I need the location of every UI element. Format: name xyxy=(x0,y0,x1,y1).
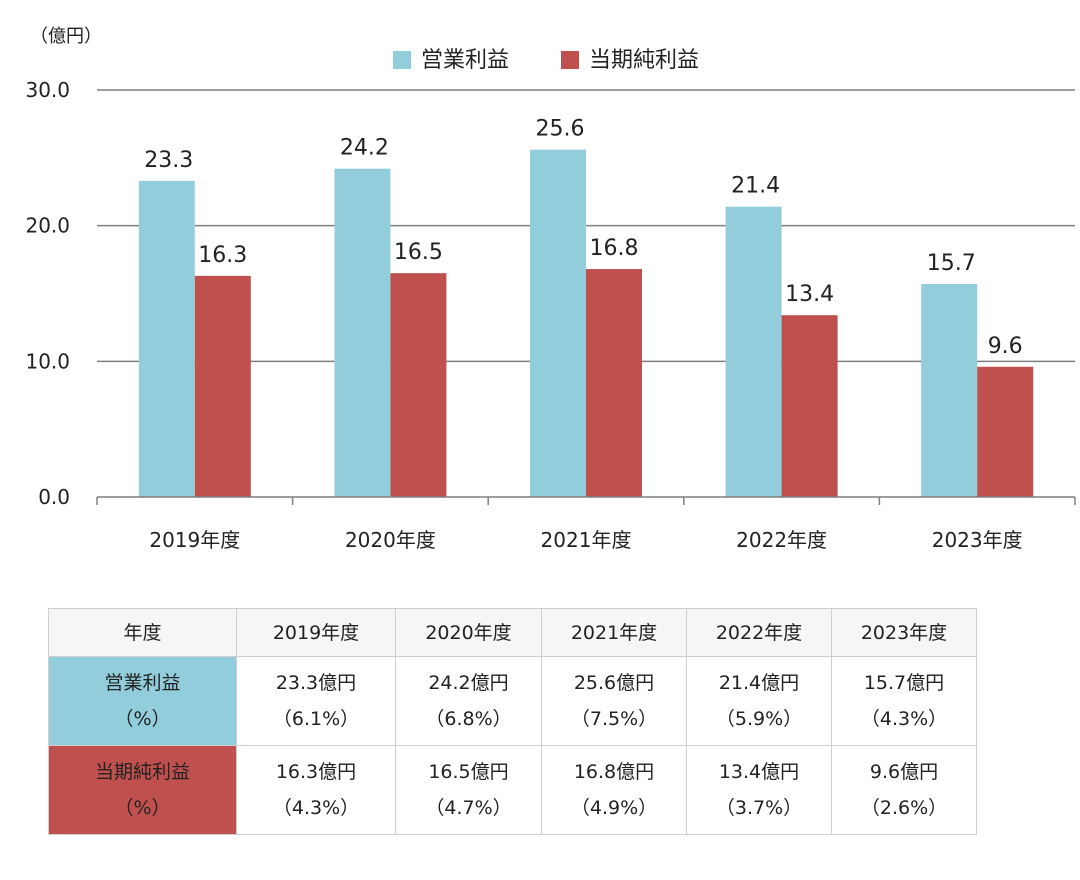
x-tick-label: 2023年度 xyxy=(932,528,1023,552)
bar xyxy=(586,269,642,497)
chart-legend: 営業利益 当期純利益 xyxy=(393,48,699,73)
x-tick-label: 2019年度 xyxy=(149,528,240,552)
table-row-net-profit: 当期純利益 （%） 16.3億円 （4.3%） 16.5億円 （4.7%） 16.8… xyxy=(48,745,977,835)
cell-percent: （5.9%） xyxy=(715,708,803,730)
table-header-row: 年度 2019年度 2020年度 2021年度 2022年度 2023年度 xyxy=(48,608,977,657)
bar xyxy=(781,315,838,497)
data-label: 16.3 xyxy=(198,243,247,268)
data-label: 16.5 xyxy=(394,240,443,265)
row-header-operating-profit: 営業利益 （%） xyxy=(48,656,237,746)
table-header-year: 年度 xyxy=(48,608,237,657)
cell-percent: （4.9%） xyxy=(570,797,658,819)
legend-label: 営業利益 xyxy=(421,48,509,73)
table-cell: 16.5億円 （4.7%） xyxy=(395,745,542,835)
table-cell: 25.6億円 （7.5%） xyxy=(541,656,687,746)
bars xyxy=(138,149,1034,498)
bar xyxy=(390,273,447,497)
cell-amount: 16.8億円 xyxy=(573,761,655,783)
data-label: 15.7 xyxy=(927,251,976,276)
table-cell: 9.6億円 （2.6%） xyxy=(831,745,977,835)
y-axis-ticks: 0.0 10.0 20.0 30.0 xyxy=(25,78,70,509)
bar xyxy=(921,284,978,497)
cell-percent: （4.3%） xyxy=(272,797,360,819)
cell-percent: （4.3%） xyxy=(860,708,948,730)
table-cell: 24.2億円 （6.8%） xyxy=(395,656,542,746)
cell-amount: 21.4億円 xyxy=(718,672,800,694)
table-header-cell: 2019年度 xyxy=(236,608,396,657)
table-cell: 21.4億円 （5.9%） xyxy=(686,656,832,746)
legend-swatch xyxy=(393,51,411,69)
x-tick-label: 2020年度 xyxy=(345,528,436,552)
table-row-operating-profit: 営業利益 （%） 23.3億円 （6.1%） 24.2億円 （6.8%） 25.6億… xyxy=(48,656,977,746)
table-cell: 15.7億円 （4.3%） xyxy=(831,656,977,746)
profit-table: 年度 2019年度 2020年度 2021年度 2022年度 2023年度 営業… xyxy=(48,608,977,835)
bar xyxy=(530,149,586,497)
cell-amount: 13.4億円 xyxy=(718,761,800,783)
x-axis: 2019年度 2020年度 2021年度 2022年度 2023年度 xyxy=(96,496,1076,552)
data-label: 16.8 xyxy=(590,236,639,261)
cell-amount: 9.6億円 xyxy=(869,761,939,783)
cell-amount: 15.7億円 xyxy=(863,672,945,694)
bar xyxy=(138,180,195,497)
cell-percent: （3.7%） xyxy=(715,797,803,819)
cell-percent: （4.7%） xyxy=(425,797,512,819)
cell-amount: 24.2億円 xyxy=(428,672,509,694)
y-tick-label: 30.0 xyxy=(25,78,70,102)
y-tick-label: 20.0 xyxy=(25,214,70,238)
x-tick-label: 2022年度 xyxy=(736,528,827,552)
cell-percent: （6.8%） xyxy=(425,708,512,730)
table-cell: 23.3億円 （6.1%） xyxy=(236,656,396,746)
bar-chart: （億円） 営業利益 当期純利益 0.010.020.030.0 23.3 24.22… xyxy=(25,26,1076,552)
cell-percent: （2.6%） xyxy=(860,797,948,819)
bar xyxy=(334,168,391,498)
data-label: 23.3 xyxy=(144,148,193,173)
table-header-cell: 2023年度 xyxy=(831,608,977,657)
row-sublabel: （%） xyxy=(114,708,171,730)
data-label: 21.4 xyxy=(731,174,780,199)
data-label: 24.2 xyxy=(340,136,389,161)
cell-amount: 16.5億円 xyxy=(428,761,509,783)
row-header-net-profit: 当期純利益 （%） xyxy=(48,745,237,835)
row-label: 営業利益 xyxy=(104,672,181,694)
y-tick-label: 0.0 xyxy=(38,485,70,509)
table-header-cell: 2021年度 xyxy=(541,608,687,657)
table-cell: 13.4億円 （3.7%） xyxy=(686,745,832,835)
legend-swatch xyxy=(561,51,579,69)
data-label: 13.4 xyxy=(785,282,834,307)
cell-percent: （7.5%） xyxy=(570,708,658,730)
cell-amount: 23.3億円 xyxy=(275,672,357,694)
x-tick-label: 2021年度 xyxy=(541,528,632,552)
table-cell: 16.3億円 （4.3%） xyxy=(236,745,396,835)
legend-label: 当期純利益 xyxy=(589,48,699,73)
cell-amount: 16.3億円 xyxy=(275,761,357,783)
data-label: 25.6 xyxy=(536,117,585,142)
table-header-cell: 2022年度 xyxy=(686,608,832,657)
y-axis-unit-label: （億円） xyxy=(30,26,102,47)
table-header-cell: 2020年度 xyxy=(395,608,542,657)
bar xyxy=(977,366,1034,497)
cell-percent: （6.1%） xyxy=(272,708,360,730)
table-cell: 16.8億円 （4.9%） xyxy=(541,745,687,835)
data-labels: 23.3 24.2 25.6 21.4 15.7 16.3 16.5 16.8 13.4 9.6 xyxy=(144,117,1022,359)
data-label: 9.6 xyxy=(988,334,1023,359)
bar xyxy=(194,275,251,497)
cell-amount: 25.6億円 xyxy=(573,672,655,694)
row-label: 当期純利益 xyxy=(94,761,190,783)
bar xyxy=(725,206,782,497)
y-tick-label: 10.0 xyxy=(25,349,70,373)
row-sublabel: （%） xyxy=(114,797,171,819)
